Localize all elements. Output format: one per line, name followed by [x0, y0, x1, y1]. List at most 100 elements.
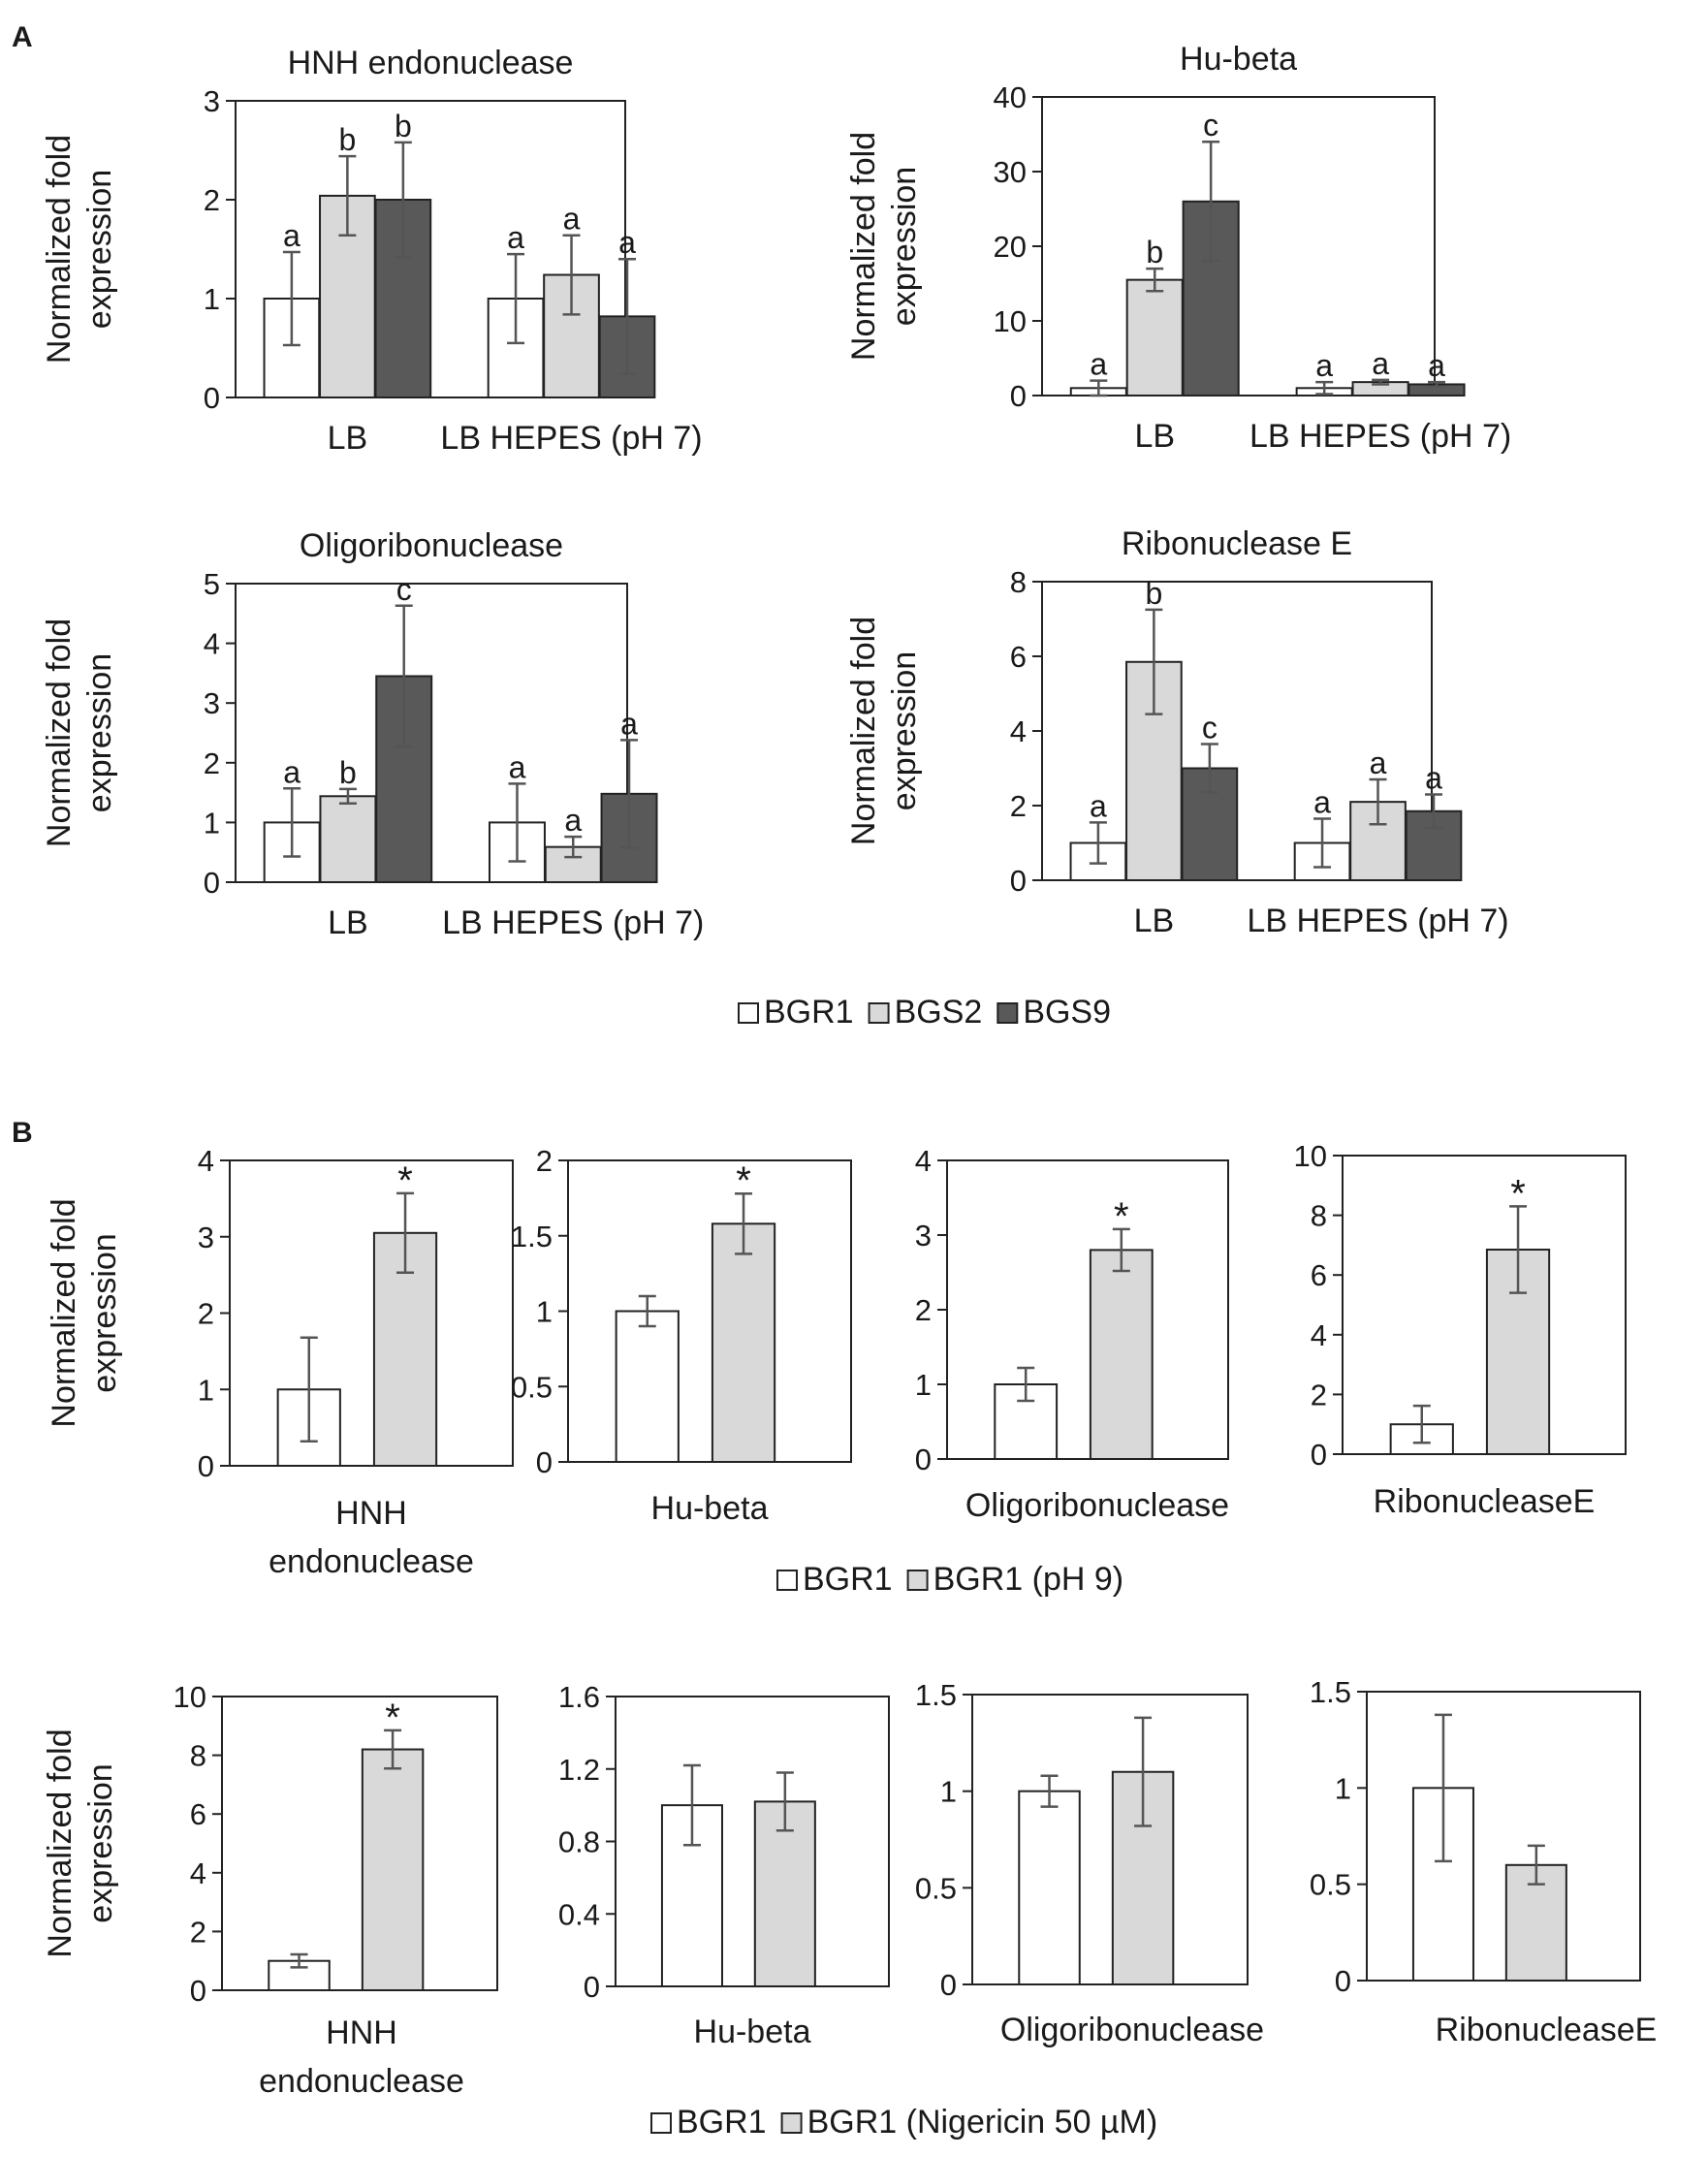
y-tick-label: 0.5 — [511, 1370, 553, 1404]
x-category-label: HNH endonuclease — [269, 1495, 474, 1580]
y-axis-label-line-1: Normalized fold — [41, 135, 78, 364]
significance-label: a — [564, 803, 582, 838]
significance-label: b — [339, 755, 357, 790]
y-axis-label: Normalized fold expression — [41, 619, 118, 847]
plot-frame — [1366, 1691, 1641, 1982]
y-axis-label-line-2: expression — [81, 653, 118, 812]
y-axis-label-line-1: Normalized fold — [46, 1198, 82, 1427]
y-tick-label: 0 — [940, 1968, 957, 2002]
chart-b4: 0 2 4 6 8 10 * RibonucleaseE — [1294, 1139, 1627, 1520]
y-tick-label: 1 — [204, 806, 220, 840]
legend-swatch — [780, 2112, 803, 2134]
chart-a4: 0 2 4 6 8 Ribonuclease E a b c LB a a a LB HEPES (pH … — [845, 525, 1509, 939]
significance-label: a — [509, 749, 526, 784]
significance-label: a — [620, 706, 638, 741]
x-category-label: Oligoribonuclease — [965, 1487, 1229, 1524]
significance-label: a — [283, 218, 300, 253]
y-tick-label: 1 — [1335, 1771, 1351, 1805]
x-category-label: Oligoribonuclease — [1000, 2012, 1264, 2048]
bar — [711, 1222, 776, 1464]
chart-a3: 0 1 2 3 4 5 Oligoribonuclease a b c LB a a a LB HEPES … — [41, 527, 704, 941]
y-tick-label: 1.5 — [511, 1220, 553, 1253]
y-tick-label: 1.5 — [915, 1678, 957, 1712]
chart-title: Ribonuclease E — [1122, 525, 1352, 562]
significance-label: a — [1313, 784, 1331, 819]
plot-frame — [971, 1694, 1249, 1985]
legend-swatch — [650, 2112, 672, 2134]
y-axis-label-line-2: expression — [86, 1233, 123, 1392]
y-tick-label: 4 — [190, 1856, 206, 1890]
y-tick-label: 1.5 — [1310, 1675, 1351, 1709]
y-tick-label: 10 — [994, 304, 1027, 338]
y-tick-label: 3 — [915, 1219, 932, 1253]
plot-frame — [221, 1696, 498, 1991]
chart-title: Oligoribonuclease — [300, 527, 563, 564]
y-tick-label: 4 — [1311, 1318, 1327, 1352]
significance-label: a — [1425, 760, 1442, 795]
significance-label: * — [1510, 1172, 1526, 1215]
y-axis-label: Normalized fold expression — [41, 135, 118, 364]
y-tick-label: 6 — [190, 1797, 206, 1831]
legend-label: BGR1 (Nigericin 50 µM) — [807, 2104, 1158, 2141]
plot-frame — [1342, 1155, 1627, 1455]
x-category-label: LB — [1134, 903, 1175, 939]
y-axis-label: Normalized fold expression — [845, 617, 923, 845]
chart-b5: 0 2 4 6 8 10 * HNH endonuclease Normalized fold ex… — [42, 1680, 498, 2100]
x-category-label-line-2: endonuclease — [259, 2063, 464, 2100]
y-tick-label: 30 — [994, 155, 1027, 189]
bar — [319, 795, 377, 884]
legend-label: BGR1 — [677, 2104, 767, 2141]
x-category-label: LB HEPES (pH 7) — [440, 420, 702, 457]
y-axis-label-line-1: Normalized fold — [845, 132, 882, 361]
y-tick-label: 8 — [1010, 565, 1027, 599]
legend-label: BGR1 (pH 9) — [933, 1561, 1124, 1598]
x-category-label: LB — [1134, 418, 1175, 455]
y-tick-label: 2 — [915, 1293, 932, 1327]
significance-label: a — [1090, 347, 1107, 382]
legend-swatch — [776, 1570, 798, 1591]
y-tick-label: 10 — [1294, 1139, 1327, 1173]
y-tick-label: 2 — [198, 1297, 214, 1331]
y-axis-label-line-1: Normalized fold — [845, 617, 882, 845]
y-tick-label: 0 — [204, 866, 220, 900]
legend-label: BGR1 — [803, 1561, 893, 1598]
chart-b6: 0 0.4 0.8 1.2 1.6 Hu-beta — [558, 1680, 890, 2050]
panel-label-a: A — [12, 21, 33, 53]
y-tick-label: 0 — [1010, 379, 1027, 413]
bar — [361, 1748, 425, 1992]
x-category-label: RibonucleaseE — [1436, 2012, 1658, 2048]
chart-b7: 0 0.5 1 1.5 Oligoribonuclease — [915, 1678, 1264, 2048]
significance-label: a — [283, 754, 300, 789]
bar — [375, 675, 433, 883]
significance-label: a — [1315, 348, 1333, 383]
x-category-label-line-2: endonuclease — [269, 1543, 474, 1580]
y-tick-label: 3 — [204, 84, 220, 118]
y-tick-label: 0.5 — [915, 1871, 957, 1905]
y-tick-label: 1.6 — [558, 1680, 600, 1714]
x-category-label: Hu-beta — [694, 2014, 811, 2050]
y-axis-label: Normalized fold expression — [845, 132, 923, 361]
significance-label: * — [397, 1159, 413, 1202]
significance-label: a — [1090, 788, 1107, 823]
y-tick-label: 0.4 — [558, 1897, 600, 1931]
y-tick-label: 20 — [994, 230, 1027, 264]
x-category-label: Hu-beta — [651, 1490, 769, 1527]
y-tick-label: 3 — [198, 1221, 214, 1254]
significance-label: a — [563, 202, 581, 237]
bar — [1125, 278, 1184, 397]
y-tick-label: 6 — [1311, 1258, 1327, 1292]
significance-label: c — [1203, 108, 1218, 143]
y-axis-label-line-1: Normalized fold — [42, 1729, 79, 1957]
y-tick-label: 0 — [198, 1449, 214, 1483]
y-tick-label: 0 — [1311, 1438, 1327, 1472]
y-tick-label: 2 — [1311, 1378, 1327, 1412]
y-axis-label: Normalized fold expression — [42, 1729, 119, 1957]
legend-a: BGR1 BGS2 BGS9 — [738, 994, 1111, 1031]
legend-label: BGS9 — [1023, 994, 1111, 1031]
panel-label-b: B — [12, 1117, 33, 1149]
x-category-label: HNH endonuclease — [259, 2014, 464, 2100]
y-tick-label: 3 — [204, 686, 220, 720]
significance-label: a — [1428, 348, 1445, 383]
y-tick-label: 5 — [204, 567, 220, 601]
significance-label: c — [396, 572, 412, 607]
